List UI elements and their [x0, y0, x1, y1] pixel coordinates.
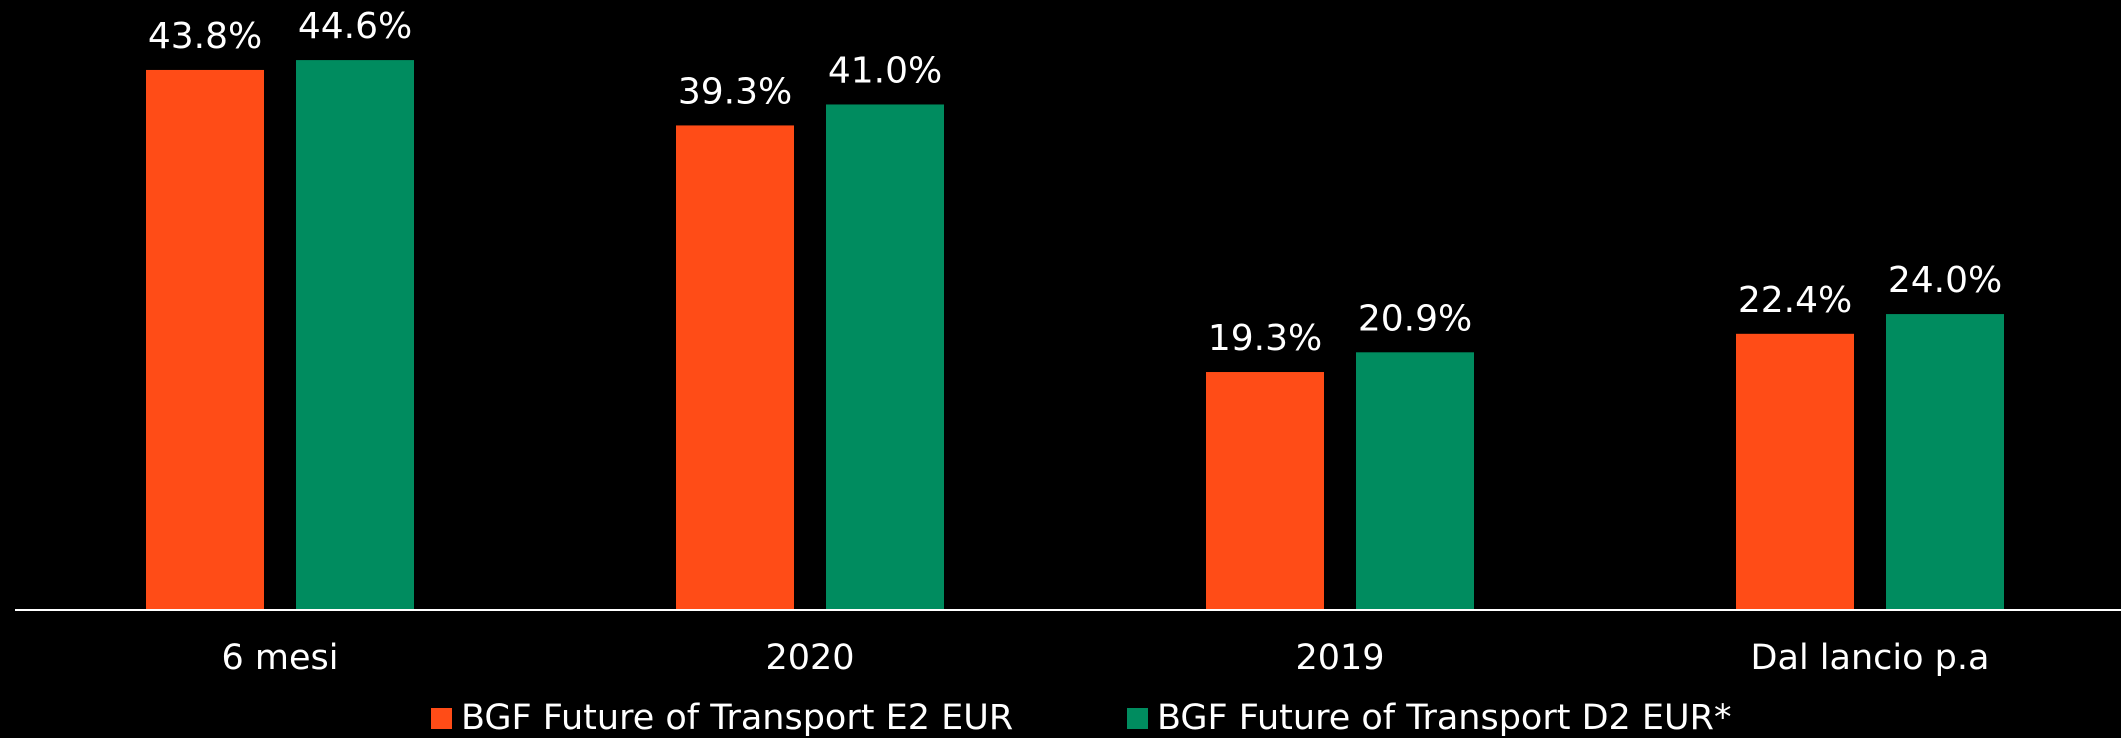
legend-swatch — [1127, 708, 1148, 729]
x-tick-label: 6 mesi — [222, 638, 339, 678]
bar — [1886, 314, 2004, 610]
legend-swatch — [431, 708, 452, 729]
x-tick-label: 2020 — [765, 638, 854, 678]
x-tick-label: Dal lancio p.a — [1751, 638, 1990, 678]
bar — [146, 69, 264, 611]
bar — [826, 104, 944, 610]
x-tick-label: 2019 — [1295, 638, 1384, 678]
data-label: 41.0% — [828, 50, 942, 91]
data-label: 44.6% — [298, 6, 412, 47]
legend-label: BGF Future of Transport E2 EUR — [461, 698, 1013, 738]
bar — [1736, 333, 1854, 610]
bar — [1206, 372, 1324, 610]
legend-label: BGF Future of Transport D2 EUR* — [1157, 698, 1731, 738]
bar — [1356, 352, 1474, 610]
data-label: 43.8% — [148, 16, 262, 57]
bar — [676, 125, 794, 610]
data-label: 22.4% — [1738, 280, 1852, 321]
data-label: 39.3% — [678, 71, 792, 112]
bar — [296, 60, 414, 610]
data-label: 24.0% — [1888, 260, 2002, 301]
data-label: 19.3% — [1208, 318, 1322, 359]
data-label: 20.9% — [1358, 298, 1472, 339]
